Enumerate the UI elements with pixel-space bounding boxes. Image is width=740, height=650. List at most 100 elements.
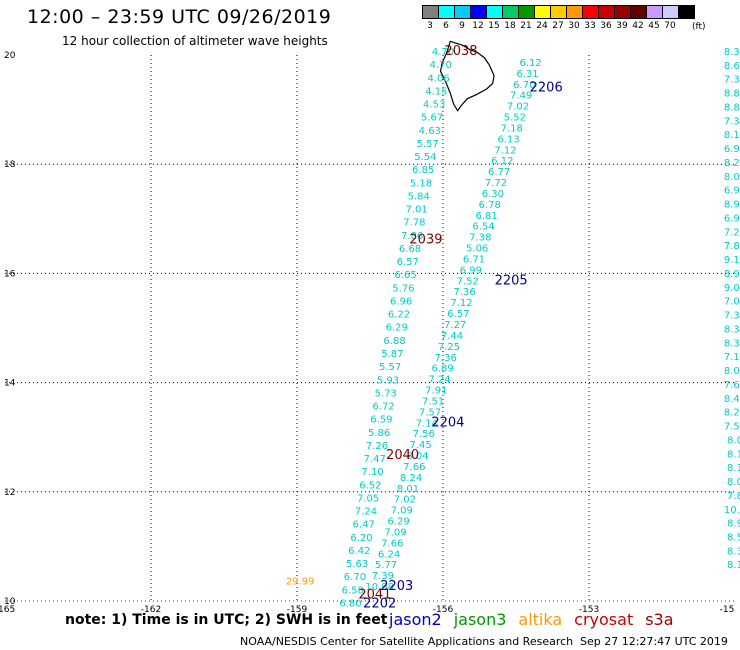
legend-swatch [598, 5, 615, 19]
wave-height-value: 7.86 [401, 231, 423, 242]
wave-height-value: 6.54 [472, 222, 494, 233]
legend-swatch [454, 5, 471, 19]
wave-height-value: 6.22 [388, 310, 410, 321]
wave-height-value: 6.94 [724, 213, 740, 224]
wave-height-value: 7.01 [405, 205, 427, 216]
wave-height-value: 7.10 [361, 467, 383, 478]
wave-height-value: 4.15 [425, 86, 447, 97]
legend-tick-label: 15 [488, 21, 500, 31]
wave-height-value: 7.45 [409, 440, 431, 451]
wave-height-value: 7.36 [724, 116, 740, 127]
wave-height-value: 5.54 [414, 152, 436, 163]
wave-height-value: 7.36 [435, 353, 457, 364]
legend-tick-label: 24 [536, 21, 548, 31]
satellite-label: jason2 [389, 610, 442, 629]
wave-height-value: 7.13 [724, 352, 740, 363]
wave-height-value: 6.78 [479, 200, 501, 211]
wave-height-value: 8.24 [400, 473, 422, 484]
wave-height-value: 6.89 [431, 364, 453, 375]
satellite-label: altika [518, 610, 563, 629]
legend-swatch [566, 5, 583, 19]
wave-height-value: 7.27 [444, 320, 466, 331]
color-legend: 3 6 9 12 15 18 21 24 27 30 33 36 39 42 45 70 (ft) [422, 5, 706, 32]
legend-swatch [502, 5, 519, 19]
wave-height-value: 7.56 [413, 429, 435, 440]
pass-label: 2202 [363, 597, 396, 612]
wave-height-value: 8.25 [724, 158, 740, 169]
wave-height-value: 6.12 [519, 58, 541, 69]
legend-tick-label: 3 [427, 21, 433, 31]
wave-height-value: 5.84 [408, 191, 430, 202]
legend-tick-label: 9 [459, 21, 465, 31]
legend-tick-label: 45 [648, 21, 660, 31]
legend-tick-label: 12 [472, 21, 484, 31]
wave-height-value: 6.57 [447, 309, 469, 320]
legend-swatch [486, 5, 503, 19]
satellite-label: s3a [645, 610, 674, 629]
lon-axis-label: -162 [141, 605, 161, 615]
wave-height-value: 6.88 [383, 336, 405, 347]
wave-height-value: 6.96 [390, 296, 412, 307]
credit-line: NOAA/NESDIS Center for Satellite Applica… [240, 635, 574, 648]
wave-height-value: 6.77 [488, 167, 510, 178]
wave-height-value: 7.51 [422, 396, 444, 407]
lon-axis-label: -165 [0, 605, 15, 615]
legend-swatch [614, 5, 631, 19]
wave-height-value: 8.39 [724, 338, 740, 349]
lon-axis-label: -153 [579, 605, 599, 615]
wave-height-value: 6.29 [387, 517, 409, 528]
wave-height-value: 6.71 [463, 254, 485, 265]
legend-ticks: 3 6 9 12 15 18 21 24 27 30 33 36 39 42 45 70 [422, 21, 694, 31]
wave-height-value: 8.04 [406, 451, 428, 462]
wave-height-value: 8.1 [727, 449, 740, 460]
wave-height-value: 5.76 [392, 283, 414, 294]
wave-height-value: 7.84 [724, 241, 740, 252]
wave-height-value: 7.18 [501, 123, 523, 134]
legend-tick-label: 18 [504, 21, 516, 31]
wave-height-value: 7.28 [724, 227, 740, 238]
legend-tick-label: 36 [600, 21, 612, 31]
wave-height-value: 7.52 [457, 276, 479, 287]
wave-height-value: 7.49 [510, 91, 532, 102]
wave-height-value: 8.93 [724, 200, 740, 211]
legend-swatch [678, 5, 695, 19]
wave-height-value: 6.80 [339, 598, 361, 609]
wave-height-value: 7.03 [724, 297, 740, 308]
wave-height-value: 7.72 [485, 178, 507, 189]
wave-height-value: 7.26 [366, 441, 388, 452]
wave-height-value: 6.13 [497, 134, 519, 145]
wave-height-value: 8.09 [724, 366, 740, 377]
legend-tick-label: 30 [568, 21, 580, 31]
wave-height-value: 8.18 [724, 130, 740, 141]
lat-axis-label: 20 [4, 51, 16, 61]
wave-height-value: 8.68 [724, 61, 740, 72]
wave-height-value: 6.85 [412, 165, 434, 176]
legend-tick-label: 21 [520, 21, 532, 31]
wave-height-value: 7.57 [419, 407, 441, 418]
wave-height-value: 4.70 [432, 47, 454, 58]
wave-height-value: 5.52 [504, 113, 526, 124]
wave-height-value: 7.02 [394, 495, 416, 506]
wave-height-value: 7.36 [453, 287, 475, 298]
wave-height-value: 6.72 [372, 402, 394, 413]
wave-height-value: 10.1 [724, 505, 740, 516]
wave-height-value: 6.47 [353, 520, 375, 531]
wave-height-value: 7.02 [507, 102, 529, 113]
wave-height-value: 9.06 [724, 283, 740, 294]
wave-height-value: 8.85 [724, 89, 740, 100]
wave-height-value: 6.29 [386, 323, 408, 334]
wave-height-value: 6.57 [397, 257, 419, 268]
lat-axis-label: 14 [4, 379, 16, 389]
wave-height-value: 7.66 [403, 462, 425, 473]
page-title: 12:00 – 23:59 UTC 09/26/2019 [27, 6, 332, 28]
legend-swatch [662, 5, 679, 19]
wave-height-value: 8.0 [727, 435, 740, 446]
wave-height-value: 4.70 [430, 60, 452, 71]
wave-height-value: 5.77 [375, 560, 397, 571]
lon-axis-label: -156 [433, 605, 454, 615]
wave-height-value: 8.37 [724, 324, 740, 335]
legend-tick-label: 70 [664, 21, 676, 31]
wave-height-value: 6.99 [460, 265, 482, 276]
wave-height-value: 6.98 [724, 186, 740, 197]
